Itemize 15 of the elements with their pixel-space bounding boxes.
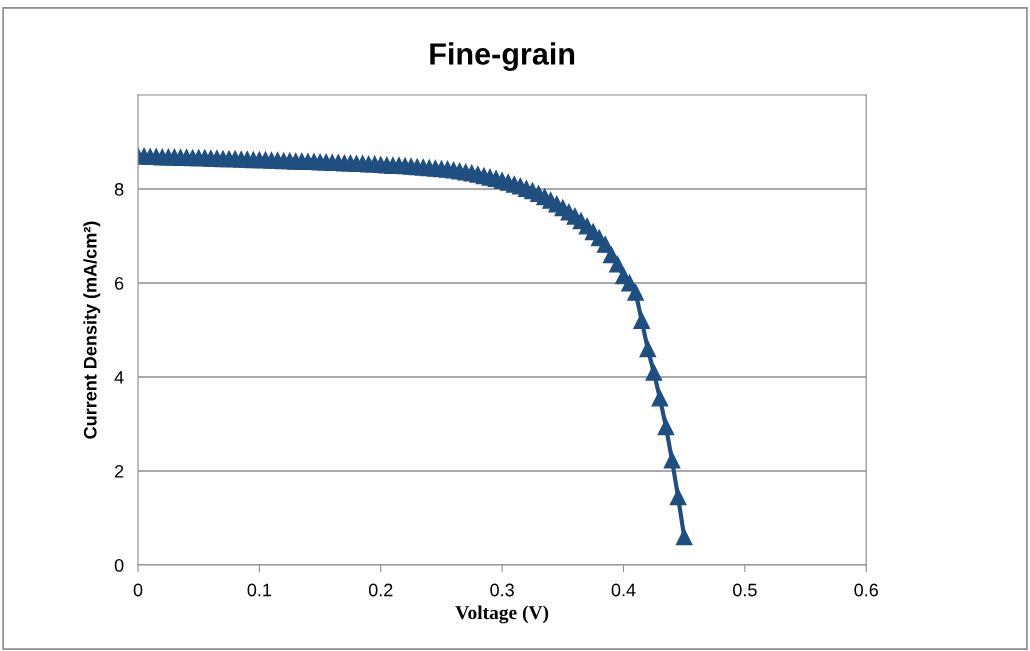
x-tick-label: 0.2 [368,583,393,597]
x-tick-label: 0.6 [854,583,878,597]
y-tick-label: 6 [115,276,124,290]
y-axis-title: Current Density (mA/cm²) [83,221,101,439]
x-tick-label: 0.1 [247,583,272,597]
chart-title: Fine-grain [430,42,575,71]
x-tick-label: 0.3 [490,583,514,597]
y-tick-label: 0 [114,559,124,572]
y-tick-label: 2 [115,465,124,478]
x-tick-label: 0.4 [611,583,636,597]
y-tick-label: 4 [114,371,124,384]
x-axis-title: Voltage (V) [455,605,549,624]
x-tick-label: 0.5 [733,583,757,597]
x-tick-label: 0 [133,583,143,597]
y-tick-label: 8 [114,182,124,196]
